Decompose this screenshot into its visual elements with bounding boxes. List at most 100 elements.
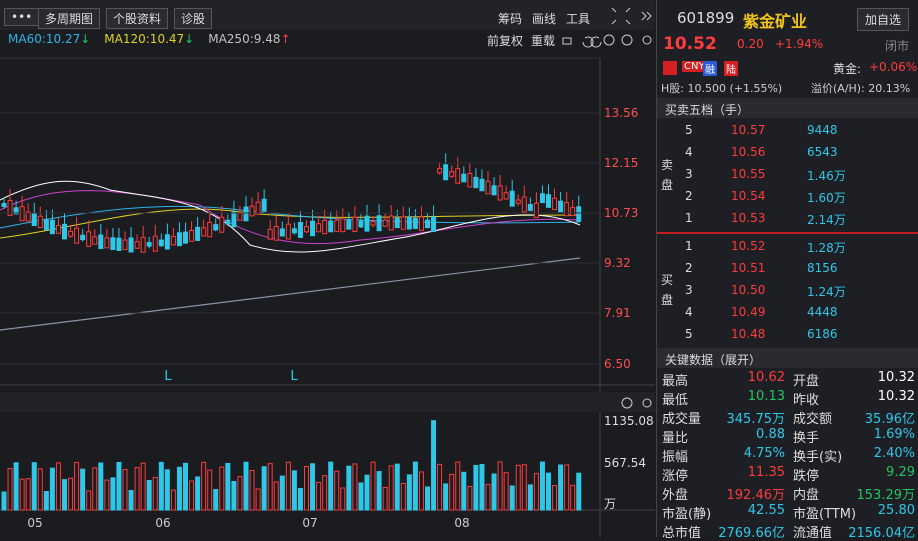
ma-arrow: ↓ bbox=[80, 32, 91, 46]
candle-body bbox=[261, 198, 267, 212]
volume-bar bbox=[449, 473, 455, 511]
key-value: 2156.04亿 bbox=[848, 526, 915, 541]
volume-bar bbox=[55, 462, 61, 511]
more-button[interactable]: ••• bbox=[4, 8, 40, 26]
toolbar-button[interactable]: 个股资料 bbox=[106, 8, 169, 29]
tool-button[interactable]: 工具 bbox=[566, 12, 591, 26]
volume-bar bbox=[37, 468, 43, 511]
ma-item: MA250:9.48↑ bbox=[208, 32, 290, 46]
ma-item: MA120:10.47↓ bbox=[104, 32, 194, 46]
candle-body bbox=[213, 224, 219, 231]
toolbar-button[interactable]: 多周期图 bbox=[38, 8, 101, 29]
level-volume: 1.60万 bbox=[807, 191, 846, 205]
volume-bar bbox=[546, 472, 551, 511]
candle-body bbox=[364, 215, 370, 232]
tool-button[interactable]: 画线 bbox=[532, 12, 557, 26]
flag bbox=[663, 61, 677, 75]
key-value: 25.80 bbox=[877, 503, 915, 518]
volume-bar bbox=[285, 461, 291, 511]
volume-bar bbox=[491, 473, 497, 511]
volume-bar bbox=[352, 463, 358, 511]
volume-bar bbox=[104, 479, 110, 511]
candle-body bbox=[570, 207, 576, 217]
volume-bar bbox=[406, 474, 412, 511]
volume-bar bbox=[461, 471, 467, 511]
quote-panel: 601899 紫金矿业 加自选 10.52 0.20 +1.94% 闭市 CNY 融陆 黄金: +0… bbox=[656, 0, 918, 541]
volume-bar bbox=[527, 484, 533, 511]
candle-body bbox=[521, 196, 527, 213]
volume-bar bbox=[80, 468, 86, 511]
marker: L bbox=[164, 369, 172, 384]
candle-body bbox=[297, 221, 303, 238]
volume-bar bbox=[334, 470, 340, 511]
level-volume: 1.46万 bbox=[807, 169, 846, 183]
volume-bar bbox=[74, 462, 80, 511]
candle-body bbox=[576, 206, 582, 222]
volume-bar bbox=[183, 462, 188, 511]
candle-body bbox=[225, 219, 231, 225]
candle-body bbox=[467, 173, 473, 188]
volume-bar bbox=[310, 463, 316, 511]
key-label: 振幅 bbox=[662, 450, 689, 465]
candle-body bbox=[376, 215, 382, 232]
candle-body bbox=[310, 220, 316, 237]
key-value: 10.32 bbox=[877, 370, 915, 385]
candle-body bbox=[491, 185, 497, 196]
price-axis-label: 9.32 bbox=[604, 256, 631, 270]
candle-body bbox=[473, 176, 479, 189]
volume-bar bbox=[455, 461, 461, 511]
volume-bar bbox=[255, 488, 261, 511]
candle-body bbox=[183, 231, 188, 244]
candle-body bbox=[406, 216, 412, 230]
key-label: 成交额 bbox=[793, 412, 833, 427]
candle-body bbox=[98, 234, 104, 250]
volume-bar bbox=[304, 465, 309, 511]
candle-body bbox=[552, 197, 558, 210]
add-button[interactable]: 加自选 bbox=[857, 8, 910, 31]
candle-body bbox=[122, 239, 128, 250]
volume-bar bbox=[25, 478, 31, 511]
candle-body bbox=[201, 227, 207, 237]
volume-bar bbox=[370, 461, 376, 511]
chart-option[interactable]: 前复权 bbox=[487, 34, 524, 48]
stock-name: 紫金矿业 bbox=[743, 12, 808, 31]
volume-bar bbox=[176, 466, 182, 511]
volume-bar bbox=[19, 478, 25, 511]
candle-body bbox=[316, 223, 322, 233]
level-price: 10.52 bbox=[731, 239, 766, 253]
candle-body bbox=[134, 241, 140, 249]
key-label: 涨停 bbox=[662, 469, 689, 484]
volume-bar bbox=[479, 464, 485, 511]
level-volume: 6186 bbox=[807, 327, 838, 341]
candle-body bbox=[80, 234, 86, 241]
sep bbox=[657, 98, 918, 118]
date-label: 07 bbox=[302, 516, 317, 530]
toolbar-icons[interactable] bbox=[562, 7, 652, 409]
candle-body bbox=[497, 185, 503, 201]
sep2 bbox=[657, 348, 918, 368]
volume-bar bbox=[467, 485, 473, 511]
chart-option[interactable]: 重载 bbox=[531, 34, 556, 48]
candle-body bbox=[443, 164, 449, 181]
candle-body bbox=[74, 227, 80, 244]
candle-body bbox=[243, 206, 249, 222]
candle-body bbox=[92, 236, 98, 245]
volume-bar bbox=[376, 471, 382, 511]
key-value: 0.88 bbox=[756, 427, 785, 442]
gold-label: 黄金: bbox=[833, 62, 862, 76]
key-value: 9.29 bbox=[886, 465, 915, 480]
level-volume: 9448 bbox=[807, 123, 838, 137]
key-label: 最高 bbox=[662, 374, 689, 389]
chart-area: 13.56 12.15 10.73 9.32 7.91 6.50 1135.08 567.54… bbox=[0, 7, 655, 537]
candle-body bbox=[418, 216, 424, 231]
toolbar-button[interactable]: 诊股 bbox=[174, 8, 213, 29]
key-value: 10.62 bbox=[747, 370, 785, 385]
badge: CNY bbox=[682, 61, 707, 72]
key-label: 昨收 bbox=[793, 393, 820, 408]
level-volume: 8156 bbox=[807, 261, 838, 275]
key-label: 外盘 bbox=[662, 488, 689, 503]
volume-bar bbox=[564, 464, 570, 511]
candle-body bbox=[304, 226, 309, 233]
tool-button[interactable]: 筹码 bbox=[498, 12, 523, 26]
gold-change: +0.06% bbox=[869, 60, 918, 74]
